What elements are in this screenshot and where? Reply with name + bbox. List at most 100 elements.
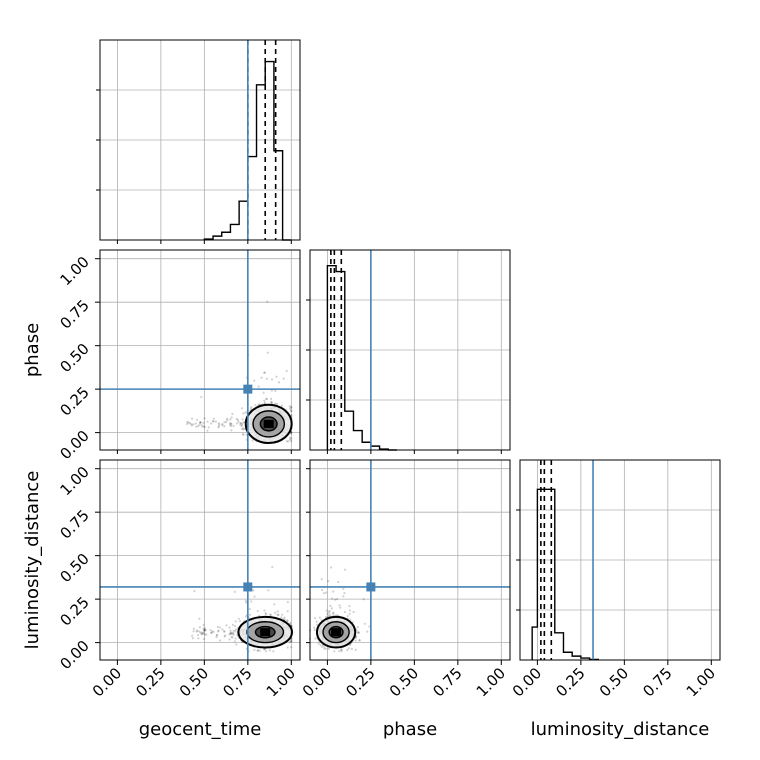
sample-point bbox=[275, 375, 278, 378]
sample-point bbox=[343, 568, 347, 571]
density-peak bbox=[331, 628, 342, 637]
sample-point bbox=[192, 627, 195, 630]
y-tick-label: 0.75 bbox=[56, 506, 92, 542]
sample-point bbox=[263, 371, 266, 374]
x-tick-label: 0.00 bbox=[299, 664, 335, 700]
sample-point bbox=[230, 422, 233, 426]
y-tick-label: 1.00 bbox=[56, 463, 92, 499]
sample-point bbox=[327, 615, 330, 618]
sample-point bbox=[235, 628, 238, 631]
sample-point bbox=[229, 424, 232, 427]
sample-point bbox=[356, 625, 359, 629]
sample-point bbox=[290, 437, 293, 440]
sample-point bbox=[202, 637, 206, 641]
sample-point bbox=[197, 630, 200, 633]
sample-point bbox=[195, 418, 199, 421]
sample-point bbox=[230, 425, 233, 428]
sample-point bbox=[198, 631, 202, 634]
sample-point bbox=[203, 627, 207, 630]
sample-point bbox=[203, 630, 206, 633]
sample-point bbox=[200, 632, 203, 635]
sample-point bbox=[215, 633, 218, 636]
sample-point bbox=[248, 613, 252, 616]
sample-point bbox=[235, 417, 238, 421]
x-tick-label: 0.75 bbox=[639, 664, 675, 700]
sample-point bbox=[321, 588, 324, 592]
sample-point bbox=[290, 640, 293, 643]
sample-point bbox=[231, 623, 235, 627]
sample-point bbox=[329, 604, 332, 608]
sample-point bbox=[197, 424, 200, 428]
sample-point bbox=[229, 629, 232, 632]
sample-point bbox=[210, 422, 213, 425]
sample-point bbox=[240, 425, 243, 428]
sample-point bbox=[274, 611, 277, 614]
sample-point bbox=[229, 632, 232, 635]
sample-point bbox=[221, 424, 224, 427]
sample-point bbox=[266, 351, 269, 354]
sample-point bbox=[287, 440, 290, 443]
sample-point bbox=[363, 622, 366, 625]
sample-point bbox=[234, 637, 237, 640]
sample-point bbox=[276, 402, 279, 405]
sample-point bbox=[313, 626, 316, 629]
sample-point bbox=[290, 406, 293, 409]
sample-point bbox=[230, 635, 233, 639]
sample-point bbox=[240, 407, 244, 410]
sample-point bbox=[209, 628, 212, 632]
sample-point bbox=[242, 420, 245, 424]
sample-point bbox=[244, 599, 247, 603]
sample-point bbox=[212, 417, 216, 420]
sample-point bbox=[269, 613, 272, 616]
sample-point bbox=[257, 385, 260, 388]
sample-point bbox=[289, 621, 292, 625]
sample-point bbox=[234, 620, 237, 623]
sample-point bbox=[263, 399, 266, 402]
sample-point bbox=[197, 637, 200, 640]
sample-point bbox=[358, 639, 361, 642]
sample-point bbox=[239, 422, 242, 425]
sample-point bbox=[286, 601, 289, 604]
sample-point bbox=[212, 420, 215, 423]
sample-point bbox=[325, 591, 328, 594]
sample-point bbox=[269, 613, 272, 616]
sample-point bbox=[203, 417, 206, 420]
sample-point bbox=[210, 631, 213, 635]
sample-point bbox=[327, 610, 330, 613]
sample-point bbox=[348, 609, 352, 612]
sample-point bbox=[330, 566, 333, 569]
sample-point bbox=[190, 417, 194, 420]
sample-point bbox=[263, 609, 266, 612]
sample-point bbox=[318, 616, 322, 619]
panel-frame bbox=[99, 39, 301, 241]
sample-point bbox=[203, 425, 206, 428]
sample-point bbox=[228, 633, 231, 636]
sample-point bbox=[223, 425, 226, 428]
sample-point bbox=[263, 371, 266, 374]
sample-point bbox=[288, 640, 291, 644]
sample-point bbox=[328, 609, 331, 613]
sample-point bbox=[206, 420, 209, 423]
sample-point bbox=[231, 636, 234, 639]
sample-point bbox=[268, 649, 272, 652]
sample-point bbox=[290, 406, 293, 409]
sample-point bbox=[342, 587, 345, 591]
sample-point bbox=[229, 631, 232, 634]
sample-point bbox=[217, 629, 220, 632]
sample-point bbox=[330, 607, 334, 610]
sample-point bbox=[256, 609, 259, 613]
sample-point bbox=[254, 404, 257, 407]
sample-point bbox=[350, 647, 353, 651]
sample-point bbox=[258, 649, 261, 652]
sample-point bbox=[253, 379, 256, 382]
x-tick-label: 0.25 bbox=[552, 664, 588, 700]
sample-point bbox=[327, 580, 330, 583]
sample-point bbox=[191, 634, 194, 637]
sample-point bbox=[288, 438, 292, 441]
panel-frame bbox=[309, 249, 511, 451]
sample-point bbox=[290, 413, 293, 417]
sample-point bbox=[216, 630, 220, 633]
sample-point bbox=[239, 424, 242, 427]
sample-point bbox=[195, 425, 198, 428]
sample-point bbox=[332, 611, 335, 614]
